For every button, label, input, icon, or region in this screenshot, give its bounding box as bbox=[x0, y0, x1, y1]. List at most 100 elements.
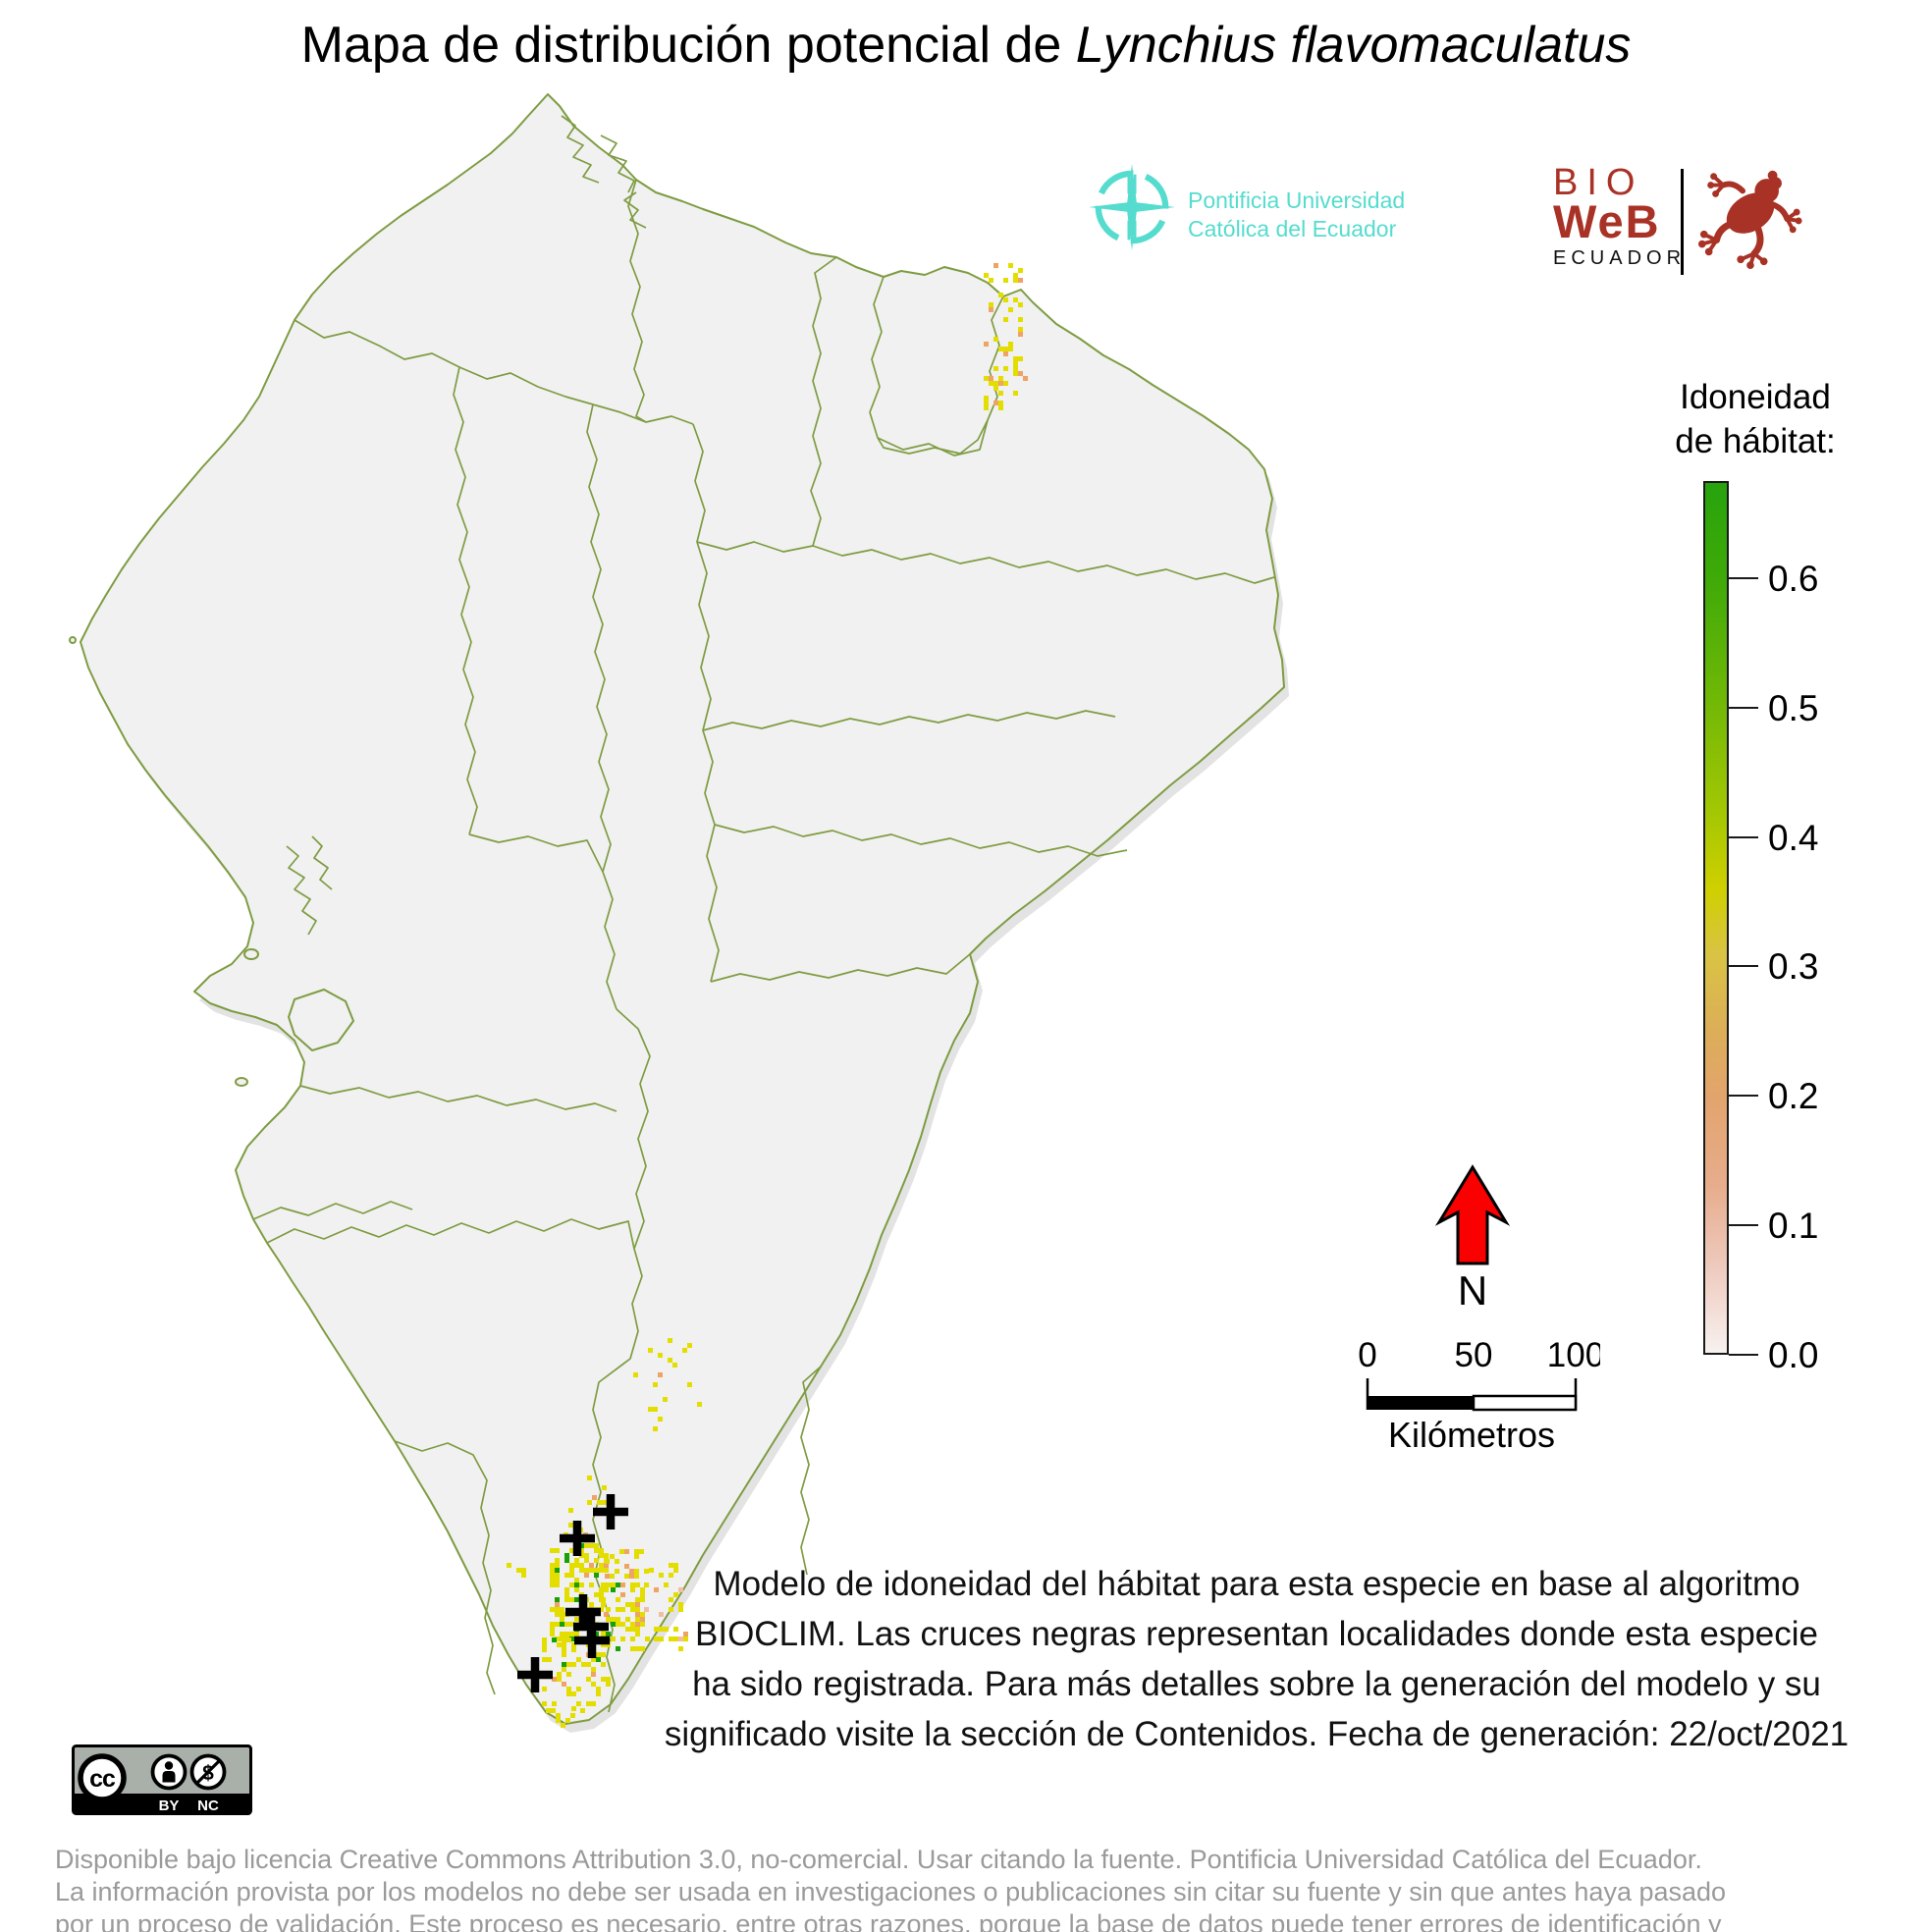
habitat-cell bbox=[551, 1708, 556, 1713]
habitat-cell bbox=[635, 1646, 640, 1651]
habitat-cell bbox=[1003, 381, 1008, 386]
habitat-cell bbox=[550, 1573, 555, 1578]
puna-island bbox=[287, 988, 355, 1052]
habitat-cell bbox=[672, 1363, 677, 1368]
habitat-cell bbox=[555, 1637, 560, 1641]
habitat-cell bbox=[589, 1583, 594, 1587]
habitat-cell bbox=[552, 1701, 557, 1706]
habitat-cell bbox=[584, 1558, 589, 1563]
habitat-cell bbox=[635, 1627, 640, 1632]
habitat-cell bbox=[584, 1553, 589, 1558]
habitat-cell bbox=[596, 1687, 601, 1691]
habitat-cell bbox=[597, 1500, 602, 1505]
legend-tick-mark bbox=[1729, 1095, 1758, 1098]
model-description-line: Modelo de idoneidad del hábitat para est… bbox=[713, 1565, 1800, 1603]
habitat-cell bbox=[576, 1687, 581, 1691]
habitat-cell bbox=[1003, 366, 1008, 371]
habitat-cell bbox=[678, 1587, 683, 1592]
habitat-cell bbox=[606, 1583, 611, 1587]
bioweb-word-ecuador: ECUADOR bbox=[1553, 247, 1687, 269]
habitat-cell bbox=[564, 1587, 569, 1592]
legend-tick-label: 0.1 bbox=[1768, 1206, 1819, 1247]
habitat-cell bbox=[581, 1662, 586, 1667]
habitat-cell bbox=[564, 1632, 569, 1637]
legend-tick-mark bbox=[1729, 576, 1758, 579]
habitat-cell bbox=[616, 1597, 620, 1602]
habitat-cell bbox=[584, 1543, 589, 1548]
puce-logo bbox=[1088, 163, 1176, 251]
legend-tick-mark bbox=[1729, 1354, 1758, 1356]
habitat-cell bbox=[542, 1687, 547, 1691]
scale-tick-0: 0 bbox=[1358, 1337, 1376, 1374]
habitat-cell bbox=[571, 1691, 576, 1696]
ecuador-outline bbox=[80, 93, 1285, 1725]
habitat-cell bbox=[569, 1583, 574, 1587]
habitat-cell bbox=[610, 1574, 615, 1579]
habitat-cell bbox=[604, 1563, 609, 1568]
habitat-cell bbox=[561, 1723, 565, 1728]
habitat-cell bbox=[624, 1549, 629, 1554]
habitat-cell bbox=[542, 1657, 547, 1662]
habitat-cell bbox=[998, 381, 1003, 386]
habitat-cell bbox=[611, 1617, 616, 1622]
title-prefix: Mapa de distribución potencial de bbox=[300, 17, 1076, 74]
habitat-cell bbox=[640, 1617, 645, 1622]
habitat-cell bbox=[571, 1706, 576, 1711]
habitat-cell bbox=[594, 1558, 599, 1563]
habitat-cell bbox=[606, 1677, 611, 1682]
habitat-cell bbox=[658, 1417, 663, 1422]
habitat-cell bbox=[596, 1657, 601, 1662]
habitat-cell bbox=[1008, 347, 1013, 351]
habitat-cell bbox=[550, 1578, 555, 1583]
habitat-cell bbox=[1018, 356, 1023, 361]
habitat-cell bbox=[574, 1578, 579, 1583]
habitat-cell bbox=[644, 1569, 649, 1574]
islands bbox=[69, 636, 355, 1087]
habitat-cell bbox=[1018, 371, 1023, 376]
habitat-cell bbox=[611, 1637, 616, 1641]
habitat-cell bbox=[560, 1612, 564, 1617]
habitat-cell bbox=[560, 1617, 564, 1622]
habitat-cell bbox=[630, 1607, 635, 1612]
scale-bar: 0 50 100 Kilómetros bbox=[1355, 1337, 1600, 1460]
habitat-cell bbox=[566, 1691, 571, 1696]
habitat-cell bbox=[579, 1563, 584, 1568]
habitat-cell bbox=[562, 1667, 566, 1672]
habitat-cell bbox=[564, 1553, 569, 1558]
habitat-cell bbox=[580, 1708, 585, 1713]
species-name: Lynchius flavomaculatus bbox=[1075, 17, 1632, 74]
habitat-cell bbox=[993, 337, 998, 342]
habitat-cell bbox=[654, 1627, 659, 1632]
habitat-cell bbox=[602, 1500, 607, 1505]
habitat-cell bbox=[591, 1672, 596, 1677]
habitat-cell bbox=[587, 1476, 592, 1480]
habitat-cell bbox=[542, 1637, 547, 1642]
habitat-cell bbox=[615, 1559, 619, 1564]
habitat-cell bbox=[594, 1632, 599, 1637]
habitat-cell bbox=[605, 1559, 610, 1564]
habitat-cell bbox=[596, 1691, 601, 1696]
habitat-cell bbox=[629, 1574, 634, 1579]
habitat-cell bbox=[594, 1573, 599, 1578]
habitat-cell bbox=[550, 1548, 555, 1553]
habitat-cell bbox=[1003, 351, 1008, 356]
habitat-cell bbox=[555, 1548, 560, 1553]
habitat-cell bbox=[993, 386, 998, 391]
habitat-cell bbox=[669, 1637, 673, 1641]
legend-title-line2: de hábitat: bbox=[1675, 422, 1836, 460]
habitat-cell bbox=[592, 1495, 597, 1500]
habitat-cell bbox=[571, 1647, 576, 1652]
habitat-cell bbox=[579, 1548, 584, 1553]
habitat-cell bbox=[1003, 317, 1008, 322]
habitat-cell bbox=[697, 1402, 702, 1407]
habitat-cell bbox=[989, 278, 993, 283]
habitat-cell bbox=[635, 1583, 640, 1587]
habitat-cell bbox=[669, 1607, 673, 1612]
habitat-cell bbox=[579, 1543, 584, 1548]
habitat-cell bbox=[673, 1627, 678, 1632]
puce-line2: Católica del Ecuador bbox=[1188, 216, 1397, 242]
habitat-cell bbox=[1013, 361, 1018, 366]
habitat-cell bbox=[635, 1632, 640, 1637]
habitat-cell bbox=[648, 1348, 653, 1353]
